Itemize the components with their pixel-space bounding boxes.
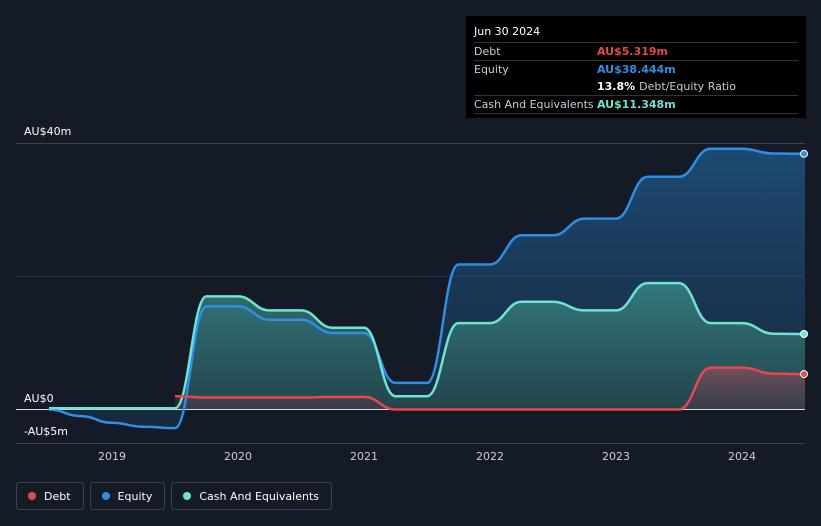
tooltip-date: Jun 30 2024 xyxy=(474,22,798,43)
endpoint-marker-cash xyxy=(800,330,808,338)
legend-dot-debt xyxy=(28,492,36,500)
y-tick-label-bottom: -AU$5m xyxy=(24,425,68,438)
legend-item-cash[interactable]: Cash And Equivalents xyxy=(171,482,332,510)
legend-label-cash: Cash And Equivalents xyxy=(199,489,319,503)
x-tick-label-2024: 2024 xyxy=(728,450,756,463)
tooltip-panel: Jun 30 2024 Debt AU$5.319m Equity AU$38.… xyxy=(466,16,806,118)
y-tick-label-zero: AU$0 xyxy=(24,392,54,405)
x-tick-label-2019: 2019 xyxy=(98,450,126,463)
tooltip-cash-value: AU$11.348m xyxy=(597,98,676,111)
legend-dot-equity xyxy=(101,492,110,500)
x-tick-label-2021: 2021 xyxy=(350,450,378,463)
line-equity xyxy=(48,147,806,430)
tooltip-row-cash: Cash And Equivalents AU$11.348m xyxy=(474,96,798,114)
tooltip-equity-value: AU$38.444m xyxy=(597,63,676,76)
legend-dot-cash xyxy=(183,492,192,500)
legend-item-debt[interactable]: Debt xyxy=(16,482,84,510)
chart-legend: Debt Equity Cash And Equivalents xyxy=(16,482,332,510)
legend-item-equity[interactable]: Equity xyxy=(89,482,166,510)
area-debt xyxy=(175,367,805,410)
legend-label-debt: Debt xyxy=(44,489,71,503)
x-tick-label-2023: 2023 xyxy=(602,450,630,463)
line-cash xyxy=(49,281,806,410)
tooltip-cash-label: Cash And Equivalents xyxy=(474,98,594,111)
tooltip-row-equity: Equity AU$38.444m xyxy=(474,61,798,78)
x-tick-label-2020: 2020 xyxy=(224,450,252,463)
legend-label-equity: Equity xyxy=(117,489,153,503)
area-cash xyxy=(49,283,805,410)
tooltip-equity-label: Equity xyxy=(474,63,509,76)
tooltip-debt-label: Debt xyxy=(474,45,501,58)
tooltip-ratio-value: 13.8% xyxy=(597,80,636,93)
line-debt xyxy=(174,366,806,411)
tooltip-row-ratio: 13.8% Debt/Equity Ratio xyxy=(474,78,798,96)
endpoint-marker-equity xyxy=(800,149,808,158)
tooltip-row-debt: Debt AU$5.319m xyxy=(474,43,798,61)
tooltip-ratio-label: Debt/Equity Ratio xyxy=(639,80,736,93)
y-tick-label-top: AU$40m xyxy=(24,125,71,138)
x-tick-label-2022: 2022 xyxy=(476,450,504,463)
tooltip-debt-value: AU$5.319m xyxy=(597,45,669,58)
endpoint-marker-debt xyxy=(800,370,808,379)
